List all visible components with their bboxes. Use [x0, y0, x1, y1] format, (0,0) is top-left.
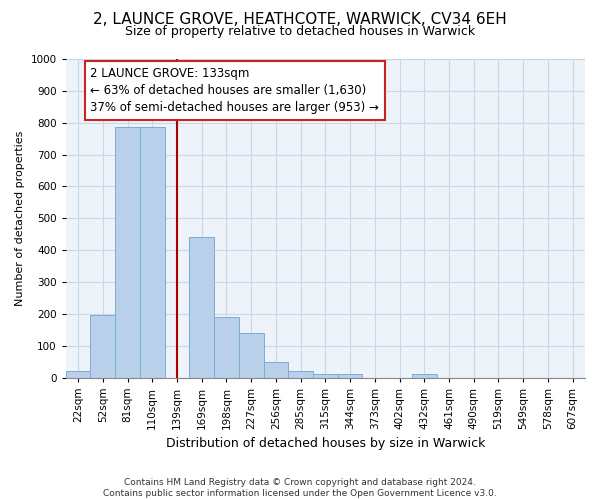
Y-axis label: Number of detached properties: Number of detached properties [15, 130, 25, 306]
Bar [239, 333, 263, 378]
Bar [91, 316, 115, 378]
Bar [140, 128, 164, 378]
Bar [338, 374, 362, 378]
Bar [190, 238, 214, 378]
Bar [288, 371, 313, 378]
X-axis label: Distribution of detached houses by size in Warwick: Distribution of detached houses by size … [166, 437, 485, 450]
Bar [214, 317, 239, 378]
Text: 2, LAUNCE GROVE, HEATHCOTE, WARWICK, CV34 6EH: 2, LAUNCE GROVE, HEATHCOTE, WARWICK, CV3… [93, 12, 507, 28]
Bar [263, 362, 288, 378]
Text: 2 LAUNCE GROVE: 133sqm
← 63% of detached houses are smaller (1,630)
37% of semi-: 2 LAUNCE GROVE: 133sqm ← 63% of detached… [91, 67, 379, 114]
Bar [66, 371, 91, 378]
Bar [313, 374, 338, 378]
Text: Contains HM Land Registry data © Crown copyright and database right 2024.
Contai: Contains HM Land Registry data © Crown c… [103, 478, 497, 498]
Text: Size of property relative to detached houses in Warwick: Size of property relative to detached ho… [125, 25, 475, 38]
Bar [115, 128, 140, 378]
Bar [412, 374, 437, 378]
